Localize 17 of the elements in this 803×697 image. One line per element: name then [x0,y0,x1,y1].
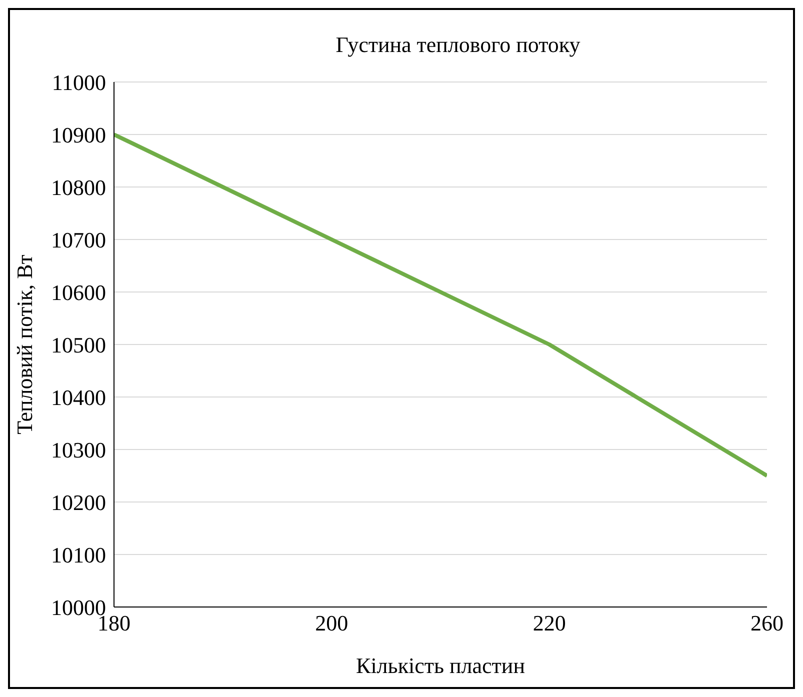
y-tick-label: 10700 [51,227,106,252]
chart-title: Густина теплового потоку [334,32,582,58]
y-tick-label: 10600 [51,280,106,305]
x-tick-label: 260 [750,610,784,636]
y-tick-label: 10500 [51,332,106,358]
x-tick-label: 200 [315,610,348,636]
y-tick-label: 10800 [51,174,106,200]
y-tick-label: 10900 [51,122,106,148]
x-tick-label: 220 [532,610,566,636]
y-tick-label: 11000 [52,70,106,95]
x-axis-title: Кількість пластин [356,653,526,678]
y-tick-label: 10400 [51,384,106,410]
line-series [114,132,767,478]
y-tick-label: 10300 [51,437,106,462]
y-axis-title: Тепловий потік, Вт [12,254,37,434]
y-tick-label: 10200 [51,490,106,515]
y-tick-label: 10100 [51,542,106,568]
